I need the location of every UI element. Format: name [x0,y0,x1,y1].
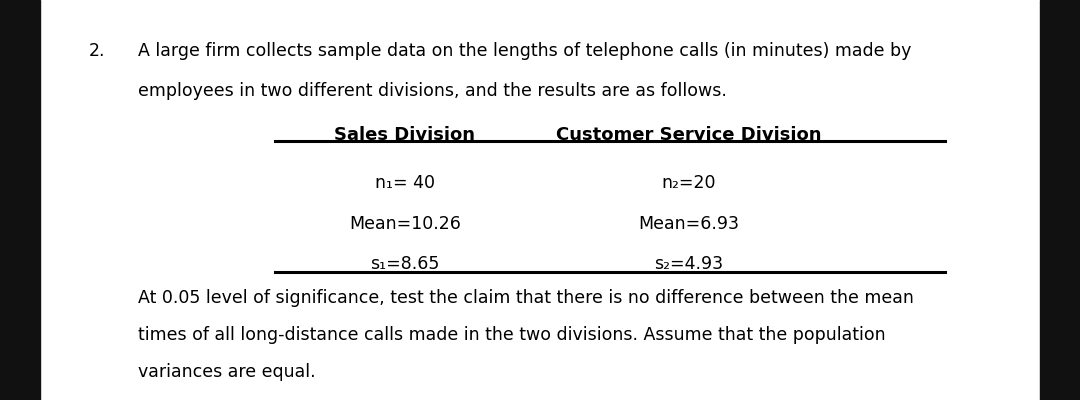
Text: n₁= 40: n₁= 40 [375,174,435,192]
Text: variances are equal.: variances are equal. [138,363,315,381]
Text: s₂=4.93: s₂=4.93 [654,255,724,273]
Bar [1040,0,1080,400]
Text: 2.: 2. [89,42,105,60]
Text: s₁=8.65: s₁=8.65 [370,255,440,273]
Text: At 0.05 level of significance, test the claim that there is no difference betwee: At 0.05 level of significance, test the … [138,289,914,307]
Text: A large firm collects sample data on the lengths of telephone calls (in minutes): A large firm collects sample data on the… [138,42,912,60]
Text: Sales Division: Sales Division [335,126,475,144]
Text: Mean=10.26: Mean=10.26 [349,215,461,233]
Text: Customer Service Division: Customer Service Division [556,126,822,144]
Text: n₂=20: n₂=20 [662,174,716,192]
Text: times of all long-distance calls made in the two divisions. Assume that the popu: times of all long-distance calls made in… [138,326,886,344]
Text: employees in two different divisions, and the results are as follows.: employees in two different divisions, an… [138,82,727,100]
Bar [0,0,40,400]
Text: Mean=6.93: Mean=6.93 [638,215,740,233]
